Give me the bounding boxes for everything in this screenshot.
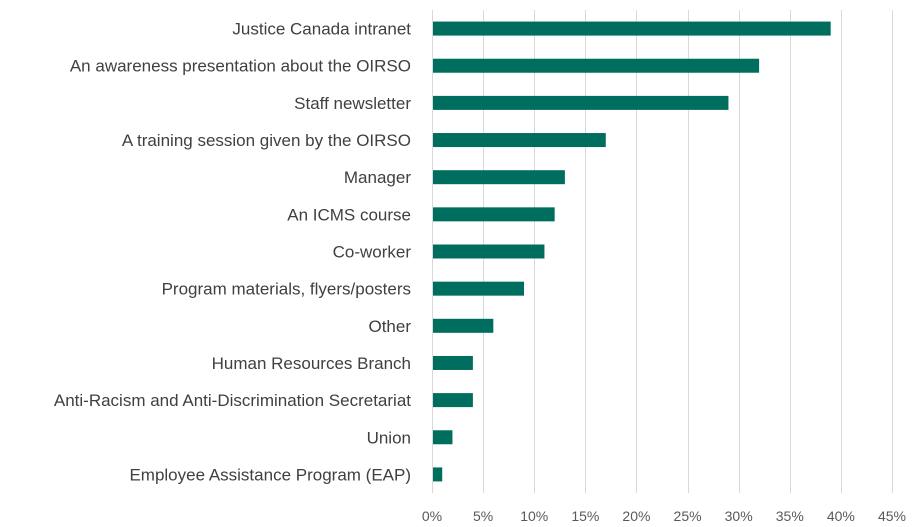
category-label: Human Resources Branch — [212, 354, 411, 373]
category-label: Manager — [344, 168, 411, 187]
bar — [433, 133, 606, 148]
category-label: Co-worker — [333, 243, 412, 262]
bar — [433, 430, 453, 445]
category-label: Other — [368, 317, 411, 336]
bar — [433, 95, 729, 110]
x-tick-label: 40% — [827, 508, 855, 524]
x-tick-label: 10% — [520, 508, 548, 524]
category-labels: Justice Canada intranet An awareness pres… — [54, 20, 411, 485]
x-tick-label: 5% — [473, 508, 493, 524]
category-label: An awareness presentation about the OIRS… — [70, 57, 411, 76]
gridlines — [432, 10, 893, 493]
category-label: Staff newsletter — [294, 94, 411, 113]
bar — [433, 318, 494, 333]
bar — [433, 244, 545, 259]
bar — [433, 393, 473, 408]
x-tick-label: 20% — [622, 508, 650, 524]
bar — [433, 467, 443, 482]
category-label: Program materials, flyers/posters — [162, 280, 411, 299]
category-label: An ICMS course — [287, 205, 411, 224]
x-tick-label: 0% — [422, 508, 442, 524]
bar — [433, 170, 565, 185]
category-label: Justice Canada intranet — [232, 20, 411, 39]
x-tick-label: 35% — [776, 508, 804, 524]
bar — [433, 58, 760, 73]
bar — [433, 281, 524, 296]
x-tick-labels: 0% 5% 10% 15% 20% 25% 30% 35% 40% 45% — [422, 508, 906, 524]
category-label: Anti-Racism and Anti-Discrimination Secr… — [54, 391, 411, 410]
x-tick-label: 15% — [571, 508, 599, 524]
x-tick-label: 45% — [878, 508, 906, 524]
bar — [433, 21, 831, 36]
bar — [433, 355, 473, 370]
x-tick-label: 30% — [725, 508, 753, 524]
bar — [433, 207, 555, 222]
category-label: Union — [367, 428, 411, 447]
x-tick-label: 25% — [674, 508, 702, 524]
bars — [433, 21, 831, 482]
category-label: A training session given by the OIRSO — [122, 131, 411, 150]
category-label: Employee Assistance Program (EAP) — [129, 465, 411, 484]
